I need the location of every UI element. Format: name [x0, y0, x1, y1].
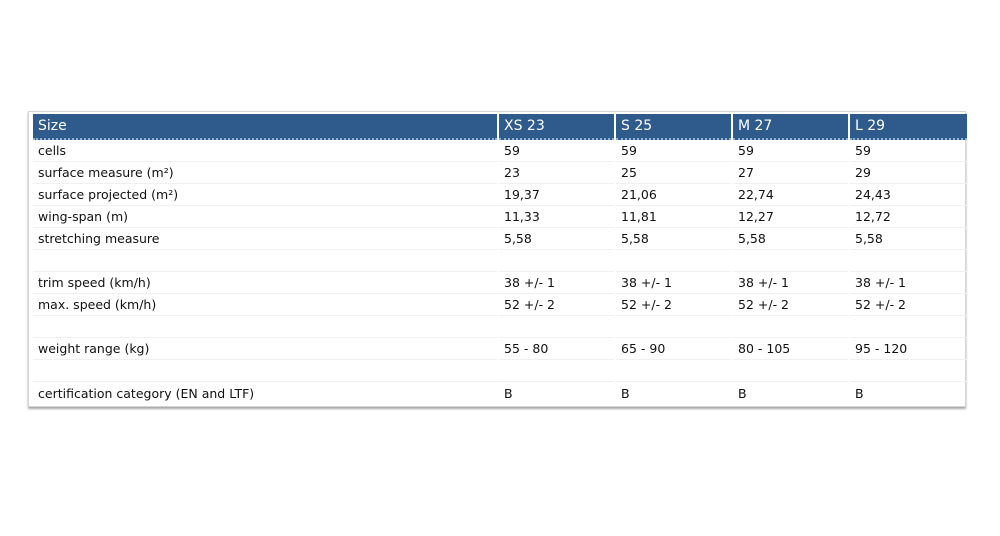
row-label: certification category (EN and LTF)	[38, 385, 255, 401]
table-header-row: Size XS 23 S 25 M 27 L 29	[33, 114, 967, 140]
row-label	[33, 316, 497, 338]
cell-value: 29	[850, 162, 967, 184]
table-row-max-speed: max. speed (km/h) 52 +/- 2 52 +/- 2 52 +…	[33, 294, 967, 316]
table-row-spacer	[33, 250, 967, 272]
cell-value: 52 +/- 2	[499, 294, 614, 316]
row-label: wing-span (m)	[33, 206, 497, 228]
cell-value: 59	[733, 140, 848, 162]
cell-value: 5,58	[616, 228, 731, 250]
cell-value: 38 +/- 1	[499, 272, 614, 294]
cell-value: 52 +/- 2	[850, 294, 967, 316]
row-label: surface projected (m²)	[33, 184, 497, 206]
cell-value: 25	[616, 162, 731, 184]
cell-value: 80 - 105	[733, 338, 848, 360]
cell-value: B	[504, 385, 513, 401]
cell-value	[499, 316, 614, 338]
table-row-cells: cells 59 59 59 59	[33, 140, 967, 162]
specs-table: Size XS 23 S 25 M 27 L 29 cells 59 59 59…	[31, 114, 969, 404]
header-m27: M 27	[733, 114, 848, 140]
cell-value	[499, 360, 614, 382]
row-label: cells	[33, 140, 497, 162]
cell-value: 22,74	[733, 184, 848, 206]
cell-value: 65 - 90	[616, 338, 731, 360]
cell-value	[733, 316, 848, 338]
cell-value	[850, 360, 967, 382]
cell-value: 5,58	[499, 228, 614, 250]
row-label: weight range (kg)	[33, 338, 497, 360]
cell-value: 24,43	[850, 184, 967, 206]
cell-value	[616, 316, 731, 338]
cell-value: 19,37	[499, 184, 614, 206]
cell-value: 11,81	[616, 206, 731, 228]
row-label	[33, 360, 497, 382]
cell-value: 59	[850, 140, 967, 162]
cell-value: 38 +/- 1	[616, 272, 731, 294]
cell-value	[733, 360, 848, 382]
table-row-stretching-measure: stretching measure 5,58 5,58 5,58 5,58	[33, 228, 967, 250]
cell-value	[616, 250, 731, 272]
cell-value	[850, 250, 967, 272]
cell-value: 5,58	[850, 228, 967, 250]
cell-value: 59	[616, 140, 731, 162]
header-xs23: XS 23	[499, 114, 614, 140]
cell-value: B	[855, 385, 864, 401]
cell-value: 12,72	[850, 206, 967, 228]
header-s25: S 25	[616, 114, 731, 140]
table-row-weight-range: weight range (kg) 55 - 80 65 - 90 80 - 1…	[33, 338, 967, 360]
row-label: stretching measure	[33, 228, 497, 250]
table-row-spacer	[33, 316, 967, 338]
cell-value: 21,06	[616, 184, 731, 206]
cell-value: 5,58	[733, 228, 848, 250]
table-row-surface-measure: surface measure (m²) 23 25 27 29	[33, 162, 967, 184]
cell-value: 11,33	[499, 206, 614, 228]
row-label: trim speed (km/h)	[33, 272, 497, 294]
cell-value: 59	[499, 140, 614, 162]
cell-value	[850, 316, 967, 338]
row-label	[33, 250, 497, 272]
cell-value	[499, 250, 614, 272]
table-row-spacer	[33, 360, 967, 382]
cell-value: 23	[499, 162, 614, 184]
cell-value: 38 +/- 1	[850, 272, 967, 294]
header-size: Size	[33, 114, 497, 140]
cell-value: 38 +/- 1	[733, 272, 848, 294]
cell-value: 27	[733, 162, 848, 184]
table-row-surface-projected: surface projected (m²) 19,37 21,06 22,74…	[33, 184, 967, 206]
cell-value: 55 - 80	[499, 338, 614, 360]
cell-value: B	[621, 385, 630, 401]
table-row-wing-span: wing-span (m) 11,33 11,81 12,27 12,72	[33, 206, 967, 228]
cell-value	[733, 250, 848, 272]
row-label: surface measure (m²)	[33, 162, 497, 184]
cell-value: 12,27	[733, 206, 848, 228]
table-row-certification: certification category (EN and LTF) B B …	[33, 382, 967, 404]
cell-value: 52 +/- 2	[616, 294, 731, 316]
cell-value	[616, 360, 731, 382]
cell-value: 95 - 120	[850, 338, 967, 360]
row-label: max. speed (km/h)	[33, 294, 497, 316]
table-row-trim-speed: trim speed (km/h) 38 +/- 1 38 +/- 1 38 +…	[33, 272, 967, 294]
cell-value: B	[738, 385, 747, 401]
specs-table-container: Size XS 23 S 25 M 27 L 29 cells 59 59 59…	[28, 111, 969, 407]
header-l29: L 29	[850, 114, 967, 140]
cell-value: 52 +/- 2	[733, 294, 848, 316]
